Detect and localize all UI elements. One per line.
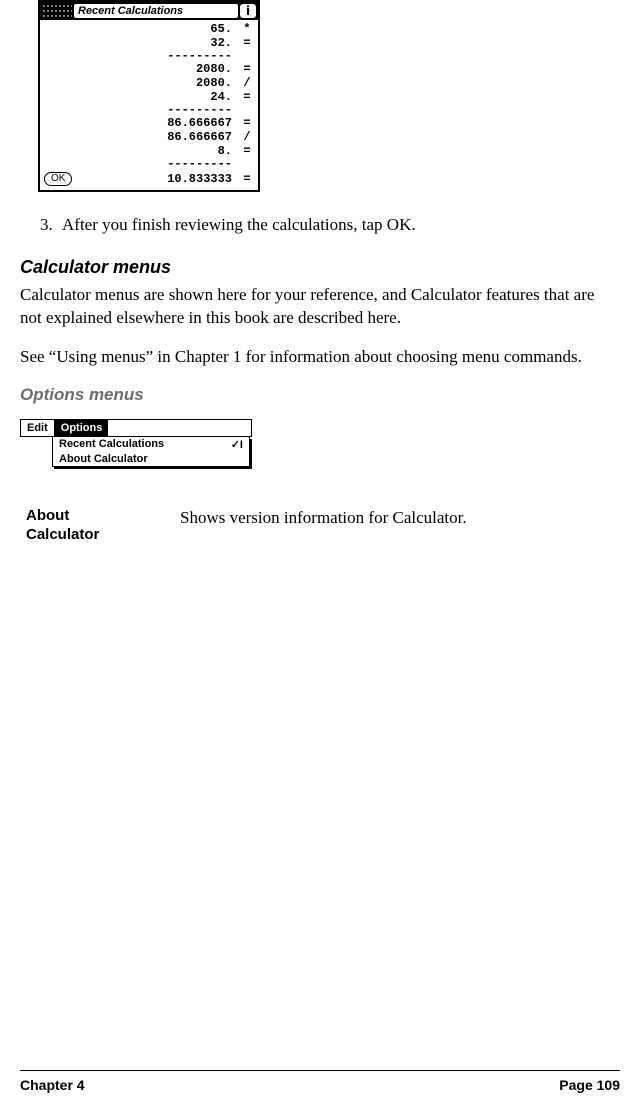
calc-line: 10.833333 = (72, 172, 254, 186)
menu-item-shortcut: ✓I (231, 438, 243, 451)
calc-value: 86.666667 (44, 116, 240, 130)
calc-op: / (240, 76, 254, 90)
paragraph: See “Using menus” in Chapter 1 for infor… (20, 346, 620, 369)
page: Recent Calculations i 65.* 32.= --------… (0, 0, 640, 1119)
calc-value: 10.833333 (72, 172, 240, 186)
calc-op: = (240, 144, 254, 158)
menu-item-label: Recent Calculations (59, 438, 231, 451)
calc-value: 24. (44, 90, 240, 104)
calc-titlebar: Recent Calculations i (40, 2, 258, 20)
page-footer: Chapter 4 Page 109 (20, 1070, 620, 1093)
calc-value: 8. (44, 144, 240, 158)
menu-bar: Edit Options (20, 419, 252, 437)
calc-value: 65. (44, 22, 240, 36)
menu-tab-options[interactable]: Options (55, 420, 109, 436)
calc-op: = (240, 172, 254, 186)
step-3: 3. After you finish reviewing the calcul… (40, 214, 620, 237)
calc-op: / (240, 130, 254, 144)
calc-value: 32. (44, 36, 240, 50)
step-number: 3. (40, 214, 62, 237)
calc-op: = (240, 90, 254, 104)
heading-options-menus: Options menus (20, 385, 620, 405)
calc-value: 86.666667 (44, 130, 240, 144)
calc-separator: --------- (44, 158, 254, 170)
calc-op: = (240, 62, 254, 76)
options-menu-screenshot: Edit Options Recent Calculations ✓I Abou… (20, 419, 252, 467)
ok-button[interactable]: OK (44, 172, 72, 186)
menu-item-recent-calculations[interactable]: Recent Calculations ✓I (53, 437, 249, 452)
definition-term-line1: About (26, 507, 180, 526)
footer-chapter: Chapter 4 (20, 1077, 85, 1093)
menu-dropdown: Recent Calculations ✓I About Calculator (52, 437, 250, 467)
calc-line: 32.= (44, 36, 254, 50)
definition-row: About Calculator Shows version informati… (20, 507, 620, 545)
definition-description: Shows version information for Calculator… (180, 507, 620, 545)
calc-separator: --------- (44, 104, 254, 116)
menu-item-label: About Calculator (59, 453, 243, 465)
heading-calculator-menus: Calculator menus (20, 257, 620, 278)
calc-separator: --------- (44, 50, 254, 62)
calc-op: = (240, 36, 254, 50)
calc-line: 24.= (44, 90, 254, 104)
calc-footer-row: OK 10.833333 = (44, 170, 254, 186)
definition-term: About Calculator (20, 507, 180, 545)
menu-tab-edit[interactable]: Edit (21, 420, 55, 436)
calc-value: 2080. (44, 76, 240, 90)
calc-body: 65.* 32.= --------- 2080.= 2080./ 24.= -… (40, 20, 258, 190)
calc-title: Recent Calculations (74, 4, 238, 18)
calc-line: 8.= (44, 144, 254, 158)
menu-item-about-calculator[interactable]: About Calculator (53, 452, 249, 466)
recent-calculations-screenshot: Recent Calculations i 65.* 32.= --------… (38, 0, 260, 192)
calc-line: 86.666667/ (44, 130, 254, 144)
calc-op: * (240, 22, 254, 36)
calc-value: 2080. (44, 62, 240, 76)
footer-page: Page 109 (559, 1077, 620, 1093)
calc-line: 65.* (44, 22, 254, 36)
calc-line: 2080./ (44, 76, 254, 90)
calc-op: = (240, 116, 254, 130)
calc-line: 86.666667= (44, 116, 254, 130)
definition-term-line2: Calculator (26, 526, 180, 545)
step-text: After you finish reviewing the calculati… (62, 214, 620, 237)
info-icon: i (240, 4, 256, 18)
titlebar-grip-icon (42, 5, 72, 17)
paragraph: Calculator menus are shown here for your… (20, 284, 620, 330)
calc-line: 2080.= (44, 62, 254, 76)
